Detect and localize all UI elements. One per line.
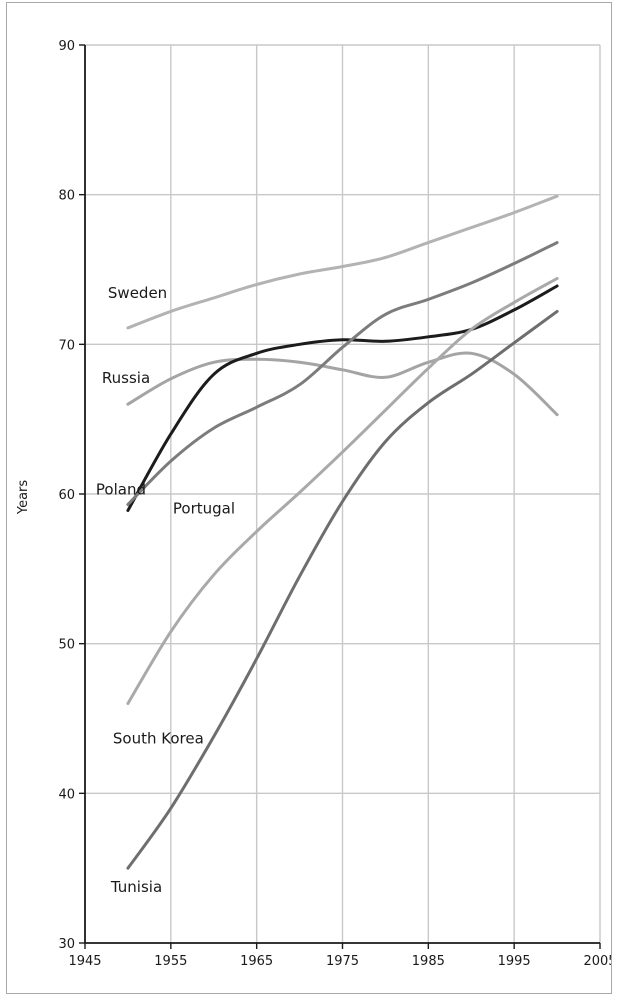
y-tick-label-40: 40 bbox=[58, 787, 75, 802]
y-tick-label-50: 50 bbox=[58, 638, 75, 653]
series-line-sweden bbox=[126, 194, 559, 330]
x-tick-label-1995: 1995 bbox=[498, 954, 531, 969]
series-label-south-korea: South Korea bbox=[113, 730, 204, 748]
series-label-portugal: Portugal bbox=[173, 499, 235, 517]
y-tick-label-30: 30 bbox=[58, 937, 75, 952]
chart-frame: Sweden Russia Poland Portugal South Korea Tun… bbox=[6, 2, 612, 994]
series-lines bbox=[126, 194, 559, 870]
axes bbox=[79, 44, 601, 949]
x-tick-label-1945: 1945 bbox=[68, 954, 101, 969]
x-tick-label-1955: 1955 bbox=[154, 954, 187, 969]
series-line-poland bbox=[126, 284, 559, 512]
y-tick-label-90: 90 bbox=[58, 39, 75, 54]
y-axis-title: Years bbox=[16, 480, 31, 516]
series-label-russia: Russia bbox=[102, 369, 150, 387]
series-line-russia bbox=[126, 351, 559, 417]
gridlines bbox=[85, 44, 601, 943]
series-labels: Sweden Russia Poland Portugal South Korea Tun… bbox=[96, 284, 235, 896]
y-tick-label-60: 60 bbox=[58, 488, 75, 503]
life-expectancy-chart: Sweden Russia Poland Portugal South Korea Tun… bbox=[16, 39, 611, 969]
series-label-poland: Poland bbox=[96, 480, 146, 498]
x-tick-label-1965: 1965 bbox=[240, 954, 273, 969]
series-line-tunisia bbox=[126, 309, 559, 870]
y-tick-label-80: 80 bbox=[58, 189, 75, 204]
x-tick-label-2005: 2005 bbox=[583, 954, 611, 969]
series-line-south-korea bbox=[126, 277, 559, 705]
tick-labels: 30 40 50 60 70 80 90 1945 1955 1965 1975 1985 1995 20… bbox=[58, 39, 611, 969]
x-tick-label-1975: 1975 bbox=[326, 954, 359, 969]
series-line-portugal bbox=[126, 241, 559, 506]
x-tick-label-1985: 1985 bbox=[412, 954, 445, 969]
y-tick-label-70: 70 bbox=[58, 338, 75, 353]
series-label-tunisia: Tunisia bbox=[110, 878, 162, 896]
series-label-sweden: Sweden bbox=[108, 284, 167, 302]
